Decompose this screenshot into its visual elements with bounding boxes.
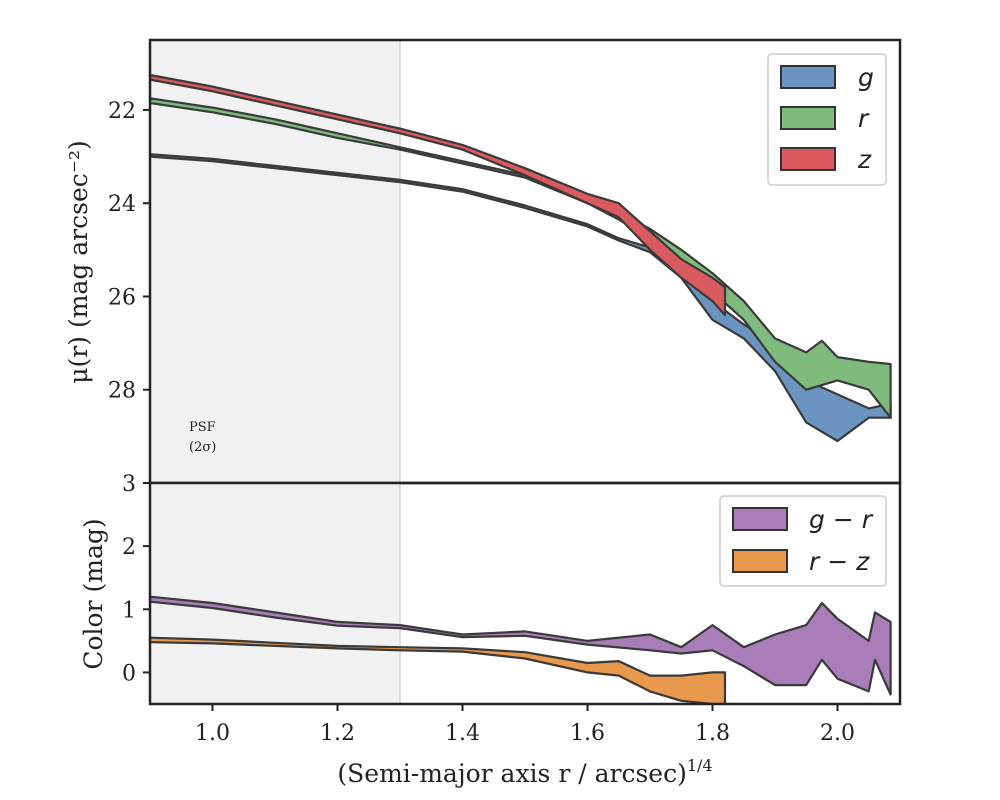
x-tick-label: 2.0	[820, 721, 855, 746]
bottom-panel: 0 1 2 3 1.0 1.2 1.4 1.6 1.8 2.0 Color (mag) (Sem…	[79, 472, 902, 788]
bottom-y-ticks: 0 1 2 3	[122, 472, 150, 686]
bottom-y-tick-label: 3	[122, 472, 136, 497]
top-y-tick-label: 28	[108, 379, 136, 404]
psf-label-line-1: PSF	[189, 420, 216, 435]
bottom-plot-frame	[148, 481, 902, 706]
top-y-axis-title: μ(r) (mag arcsec⁻²)	[64, 140, 93, 383]
bottom-series-group	[150, 595, 892, 704]
series-band-r-z	[150, 636, 727, 704]
x-tick-label: 1.2	[320, 721, 355, 746]
bottom-legend: g − r r − z	[719, 495, 887, 587]
bottom-x-ticks: 1.0 1.2 1.4 1.6 1.8 2.0	[195, 704, 855, 746]
legend-swatch-r-z	[732, 549, 788, 573]
top-y-tick-label: 24	[108, 192, 136, 217]
top-legend: g r z	[767, 53, 887, 186]
x-tick-label: 1.0	[195, 721, 230, 746]
legend-label-g: g	[858, 63, 874, 92]
top-series-group	[150, 73, 892, 443]
x-axis-title-superscript: 1/4	[687, 756, 713, 775]
legend-swatch-r	[780, 106, 836, 130]
top-y-tick-label: 26	[108, 285, 136, 310]
x-tick-label: 1.6	[570, 721, 605, 746]
series-band-z	[150, 73, 727, 317]
legend-label-g-r: g − r	[809, 505, 874, 534]
legend-label-r: r	[858, 104, 870, 133]
psf-shaded-region	[150, 40, 400, 483]
x-axis-title-main: (Semi-major axis r / arcsec)	[337, 759, 686, 788]
bottom-y-tick-label: 0	[122, 661, 136, 686]
legend-label-z: z	[857, 145, 872, 174]
top-y-tick-label: 22	[108, 99, 136, 124]
legend-swatch-g-r	[732, 507, 788, 531]
bottom-y-tick-label: 1	[122, 598, 136, 623]
psf-shaded-region-bottom	[150, 483, 400, 704]
top-panel: PSF (2σ) 22 24 26 28 μ(r) (mag arcsec⁻²) g …	[64, 38, 902, 485]
legend-swatch-g	[780, 65, 836, 89]
bottom-y-tick-label: 2	[122, 535, 136, 560]
x-tick-label: 1.8	[695, 721, 730, 746]
top-y-ticks: 22 24 26 28	[108, 99, 150, 404]
bottom-y-axis-title: Color (mag)	[79, 518, 108, 669]
x-tick-label: 1.4	[445, 721, 480, 746]
psf-label-line-2: (2σ)	[189, 440, 216, 455]
series-band-g-r	[150, 595, 892, 696]
legend-swatch-z	[780, 147, 836, 171]
legend-label-r-z: r − z	[809, 547, 870, 576]
x-axis-title: (Semi-major axis r / arcsec)1/4	[337, 756, 712, 788]
